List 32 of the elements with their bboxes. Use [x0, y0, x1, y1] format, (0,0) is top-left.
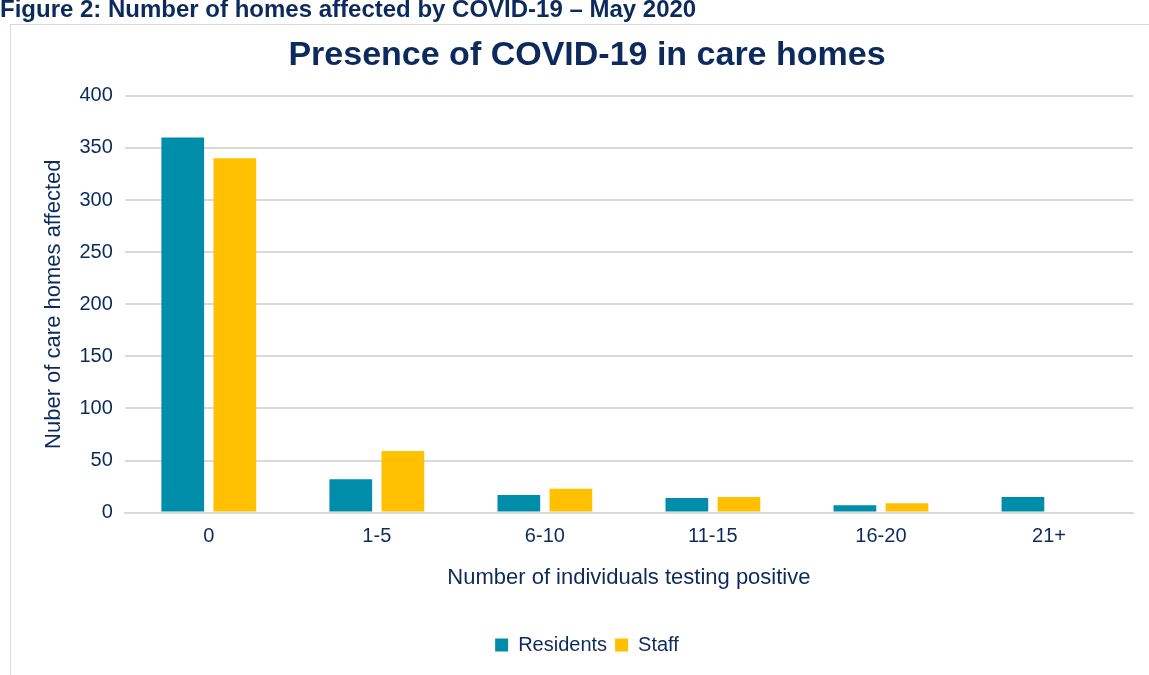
x-tick-label: 16-20: [855, 524, 907, 547]
y-axis-title: Nuber of care homes affected: [40, 159, 66, 449]
bar: [885, 503, 929, 512]
x-tick-label: 6-10: [524, 524, 565, 547]
bar: [497, 494, 541, 512]
y-tick-label: 100: [79, 395, 113, 418]
bar: [381, 451, 425, 512]
x-tick-label: 1-5: [362, 524, 392, 547]
y-tick-label: 0: [101, 500, 113, 523]
legend-label: Staff: [638, 632, 680, 655]
bar: [717, 496, 761, 512]
y-tick-label: 400: [79, 83, 113, 106]
x-axis-title: Number of individuals testing positive: [447, 563, 811, 589]
bar: [213, 158, 257, 512]
y-tick-label: 50: [90, 448, 113, 471]
y-tick-label: 250: [79, 239, 113, 262]
bar: [665, 498, 709, 512]
bar: [549, 488, 593, 512]
y-tick-label: 350: [79, 135, 113, 158]
x-tick-label: 21+: [1032, 524, 1066, 547]
x-tick-label: 11-15: [688, 524, 738, 547]
caption: Figure 2: Number of homes affected by COVID-19 – May 2020: [0, 0, 697, 22]
bar: [329, 479, 373, 512]
bar: [833, 505, 877, 512]
bar: [1001, 496, 1045, 512]
y-tick-label: 150: [79, 343, 113, 366]
bar: [161, 137, 205, 512]
y-tick-label: 200: [79, 291, 113, 314]
chart-title: Presence of COVID-19 in care homes: [288, 33, 886, 72]
x-tick-label: 0: [203, 524, 215, 547]
y-tick-label: 300: [79, 187, 113, 210]
legend-label: Residents: [518, 632, 608, 655]
